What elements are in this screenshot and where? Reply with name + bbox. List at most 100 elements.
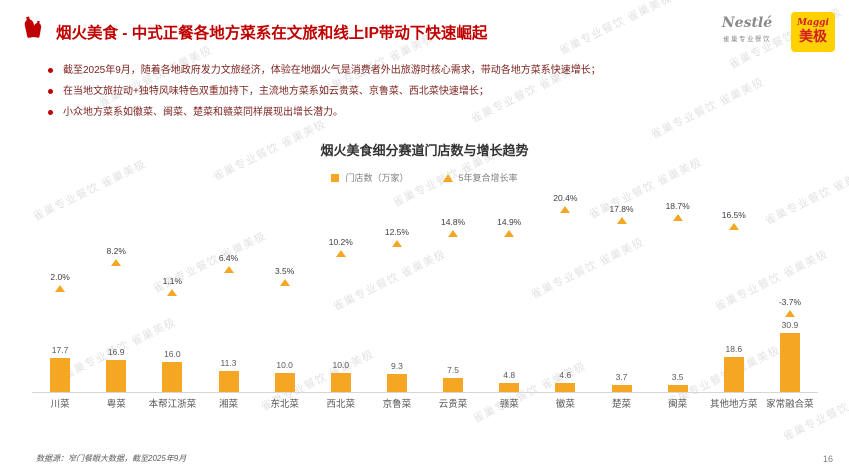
bar-value-label: 16.0: [164, 348, 181, 359]
growth-triangle-icon: [616, 217, 627, 225]
growth-triangle-icon: [167, 289, 178, 297]
bar: [555, 383, 576, 392]
legend-square-icon: [331, 173, 340, 182]
category-label: 云贵菜: [438, 399, 468, 410]
bar: [723, 356, 744, 392]
bar: [106, 359, 127, 392]
category-label: 家常融合菜: [766, 399, 814, 410]
bar-value-label: 16.9: [107, 346, 125, 357]
chart-legend: 门店数（万家） 5年复合增长率: [0, 171, 849, 184]
growth-value-label: 3.5%: [274, 265, 295, 276]
growth-value-label: 2.0%: [50, 272, 70, 283]
bullet-text: 截至2025年9月，随着各地政府发力文旅经济，体验在地烟火气是消费者外出旅游时核…: [63, 65, 601, 76]
chart-title: 烟火美食细分赛道门店数与增长趋势: [320, 143, 529, 158]
bar-value-label: 11.3: [220, 357, 237, 368]
growth-triangle-icon: [111, 258, 122, 266]
category-label: 粤菜: [106, 399, 126, 410]
bar: [779, 333, 800, 392]
growth-value-label: 20.4%: [553, 193, 578, 204]
bar: [667, 385, 688, 392]
growth-triangle-icon: [784, 309, 795, 317]
bar: [218, 370, 239, 392]
bullet-list: 截至2025年9月，随着各地政府发力文旅经济，体验在地烟火气是消费者外出旅游时核…: [46, 64, 818, 127]
bar: [274, 373, 295, 392]
category-label: 京鲁菜: [382, 399, 412, 410]
legend-label-growth: 5年复合增长率: [458, 173, 518, 183]
category-label: 东北菜: [270, 399, 299, 410]
maggi-name: 美极: [799, 28, 827, 45]
bullet-text: 小众地方菜系如徽菜、闽菜、楚菜和赣菜同样展现出增长潜力。: [63, 107, 343, 118]
growth-value-label: 1.1%: [162, 276, 183, 287]
growth-value-label: 14.9%: [497, 216, 522, 227]
category-label: 闽菜: [668, 399, 688, 410]
bar: [386, 374, 407, 392]
growth-value-label: 8.2%: [106, 245, 126, 256]
growth-triangle-icon: [223, 266, 234, 274]
category-label: 徽菜: [555, 399, 575, 410]
bullet-dot-icon: [48, 68, 53, 73]
growth-triangle-icon: [448, 230, 459, 238]
category-label: 其他地方菜: [710, 399, 758, 410]
bar-value-label: 7.5: [447, 364, 459, 375]
growth-value-label: 17.8%: [609, 204, 634, 215]
growth-triangle-icon: [279, 278, 290, 286]
bar: [443, 377, 464, 392]
category-label: 楚菜: [611, 399, 631, 410]
bar-value-label: 30.9: [781, 320, 799, 331]
growth-triangle-icon: [672, 213, 683, 221]
page-number: 16: [822, 454, 833, 464]
legend-item-growth: 5年复合增长率: [442, 171, 518, 184]
legend-label-stores: 门店数（万家）: [345, 173, 409, 183]
category-label: 本帮江浙菜: [148, 399, 197, 410]
bar: [50, 358, 71, 392]
bullet-text: 在当地文旅拉动+独特风味特色双重加持下，主流地方菜系如云贵菜、京鲁菜、西北菜快速…: [63, 86, 489, 97]
nestle-logo: Nestlé 雀巢专业餐饮: [709, 15, 785, 43]
bar: [162, 361, 183, 392]
maggi-logo: Maggi 美极: [791, 12, 835, 52]
growth-value-label: 12.5%: [384, 227, 409, 238]
bullet-dot-icon: [48, 110, 53, 115]
bar-value-label: 3.7: [615, 371, 628, 382]
legend-triangle-icon: [442, 173, 453, 182]
sauce-bottles-icon: [22, 15, 44, 47]
growth-triangle-icon: [391, 240, 402, 248]
growth-triangle-icon: [335, 250, 346, 258]
bar-value-label: 18.6: [725, 343, 743, 354]
bar-value-label: 4.8: [503, 369, 516, 380]
growth-value-label: 10.2%: [328, 237, 353, 248]
growth-value-label: 18.7%: [665, 200, 690, 211]
bar-value-label: 4.6: [559, 370, 572, 381]
bar: [499, 382, 520, 392]
bullet-item: 在当地文旅拉动+独特风味特色双重加持下，主流地方菜系如云贵菜、京鲁菜、西北菜快速…: [46, 85, 818, 99]
source-note: 数据源：窄门餐眼大数据，截至2025年9月: [36, 454, 187, 463]
watermark: 雀巢专业餐饮 雀巢美极: [557, 0, 675, 58]
nestle-wordmark: Nestlé: [721, 15, 773, 31]
nestle-caption: 雀巢专业餐饮: [723, 36, 771, 43]
bullet-item: 截至2025年9月，随着各地政府发力文旅经济，体验在地烟火气是消费者外出旅游时核…: [46, 64, 818, 78]
bar-value-label: 9.3: [391, 361, 403, 372]
growth-triangle-icon: [728, 223, 739, 231]
bar-value-label: 10.0: [332, 360, 350, 370]
growth-triangle-icon: [560, 206, 571, 214]
category-label: 川菜: [50, 399, 70, 410]
bar: [330, 373, 351, 392]
growth-value-label: 6.4%: [218, 253, 239, 264]
bar-value-label: 17.7: [51, 345, 69, 356]
bar-value-label: 10.0: [276, 360, 293, 370]
bullet-item: 小众地方菜系如徽菜、闽菜、楚菜和赣菜同样展现出增长潜力。: [46, 106, 818, 120]
legend-item-stores: 门店数（万家）: [331, 171, 409, 184]
category-label: 赣菜: [499, 399, 519, 410]
bar: [611, 384, 632, 392]
growth-triangle-icon: [55, 285, 66, 293]
growth-value-label: 14.8%: [441, 217, 466, 228]
growth-value-label: -3.7%: [778, 296, 802, 307]
slide-title: 烟火美食 - 中式正餐各地方菜系在文旅和线上IP带动下快速崛起: [56, 25, 488, 42]
category-label: 湘菜: [218, 399, 238, 410]
growth-value-label: 16.5%: [721, 210, 746, 221]
category-label: 西北菜: [326, 399, 356, 410]
bullet-dot-icon: [48, 89, 53, 94]
growth-triangle-icon: [504, 229, 515, 237]
bar-value-label: 3.5: [671, 372, 684, 383]
chart-plot: 17.7 2.0% 川菜 16.9 8.2% 粤菜 16.0 1.1% 本帮江浙菜 11.3 6.4…: [32, 190, 818, 410]
